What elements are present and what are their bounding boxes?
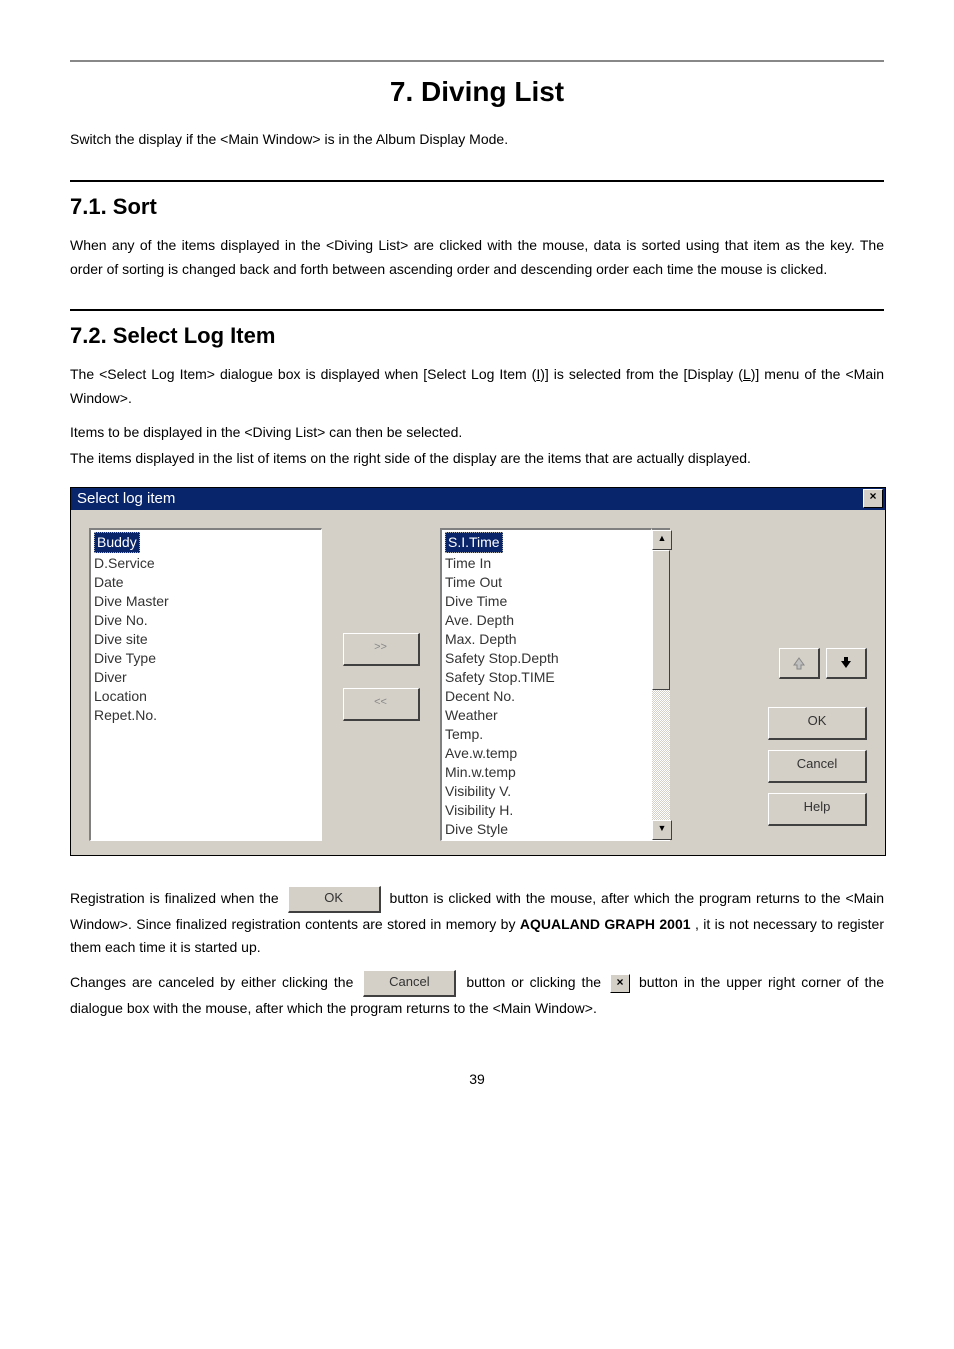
- list-item[interactable]: Ave.w.temp: [445, 745, 517, 761]
- menu-key-l: L: [743, 366, 751, 382]
- footer-para2: Changes are canceled by either clicking …: [70, 970, 884, 1021]
- inline-close-icon: ×: [610, 974, 630, 993]
- list-item-selected[interactable]: Buddy: [94, 532, 140, 553]
- list-item[interactable]: Dive No.: [94, 612, 148, 628]
- dialog-title: Select log item: [77, 490, 175, 507]
- list-item[interactable]: Safety Stop.TIME: [445, 669, 555, 685]
- list-item[interactable]: Temp.: [445, 726, 483, 742]
- select-heading: 7.2. Select Log Item: [70, 323, 884, 349]
- scroll-down-icon[interactable]: ▼: [652, 820, 672, 840]
- list-item[interactable]: Dive Time: [445, 593, 507, 609]
- dialog-titlebar: Select log item ×: [71, 488, 885, 510]
- list-item[interactable]: Dive site: [94, 631, 148, 647]
- list-item[interactable]: Time Out: [445, 574, 502, 590]
- transfer-buttons: >> <<: [336, 633, 426, 721]
- sort-heading: 7.1. Sort: [70, 194, 884, 220]
- add-button[interactable]: >>: [343, 633, 420, 666]
- arrow-up-icon: [792, 656, 806, 670]
- page-title: 7. Diving List: [70, 76, 884, 108]
- list-item[interactable]: Ave. Depth: [445, 612, 514, 628]
- selected-items-content: S.I.Time Time In Time Out Dive Time Ave.…: [442, 530, 651, 841]
- move-down-button[interactable]: [826, 648, 867, 679]
- select-para1-mid: )] is selected from the [Display (: [540, 366, 743, 382]
- list-item[interactable]: Weather: [445, 707, 498, 723]
- arrow-down-icon: [839, 656, 853, 670]
- scroll-up-icon[interactable]: ▲: [652, 530, 672, 550]
- move-up-button[interactable]: [779, 648, 820, 679]
- list-item[interactable]: Visibility H.: [445, 802, 513, 818]
- list-item[interactable]: Dive Master: [94, 593, 169, 609]
- select-para1: The <Select Log Item> dialogue box is di…: [70, 363, 884, 411]
- intro-text: Switch the display if the <Main Window> …: [70, 128, 884, 152]
- select-para3: The items displayed in the list of items…: [70, 447, 884, 471]
- selected-items-list[interactable]: S.I.Time Time In Time Out Dive Time Ave.…: [440, 528, 652, 841]
- scroll-thumb[interactable]: [652, 550, 670, 690]
- list-item[interactable]: Min.w.temp: [445, 764, 516, 780]
- footer-p2-b: button or clicking the: [466, 974, 607, 990]
- list-item[interactable]: Repet.No.: [94, 707, 157, 723]
- select-para2: Items to be displayed in the <Diving Lis…: [70, 421, 884, 445]
- list-item[interactable]: D.Service: [94, 555, 155, 571]
- page-number: 39: [70, 1071, 884, 1087]
- section-rule-1: [70, 180, 884, 182]
- select-para1-pre: The <Select Log Item> dialogue box is di…: [70, 366, 536, 382]
- available-items-content: Buddy D.Service Date Dive Master Dive No…: [91, 530, 321, 726]
- list-item[interactable]: Safety Stop.Depth: [445, 650, 559, 666]
- selected-list-wrap: S.I.Time Time In Time Out Dive Time Ave.…: [440, 528, 670, 841]
- select-log-item-dialog: Select log item × Buddy D.Service Date D…: [70, 487, 886, 856]
- remove-button[interactable]: <<: [343, 688, 420, 721]
- scroll-track[interactable]: [652, 690, 670, 820]
- close-icon[interactable]: ×: [863, 489, 883, 508]
- available-items-list[interactable]: Buddy D.Service Date Dive Master Dive No…: [89, 528, 322, 841]
- dialog-actions: OK Cancel Help: [684, 528, 867, 826]
- scrollbar[interactable]: ▲ ▼: [652, 528, 670, 841]
- reorder-buttons: [779, 648, 867, 679]
- section-rule-2: [70, 309, 884, 311]
- inline-ok-button: OK: [288, 886, 381, 913]
- dialog-body: Buddy D.Service Date Dive Master Dive No…: [71, 510, 885, 855]
- ok-button[interactable]: OK: [768, 707, 867, 740]
- list-item[interactable]: Visibility V.: [445, 783, 511, 799]
- sort-body: When any of the items displayed in the <…: [70, 234, 884, 282]
- list-item[interactable]: Dive Style: [445, 821, 508, 837]
- cancel-button[interactable]: Cancel: [768, 750, 867, 783]
- help-button[interactable]: Help: [768, 793, 867, 826]
- list-item[interactable]: Date: [94, 574, 124, 590]
- list-item[interactable]: Time In: [445, 555, 491, 571]
- footer-para1: Registration is finalized when the OK bu…: [70, 886, 884, 961]
- page-top-rule: [70, 60, 884, 62]
- inline-cancel-button: Cancel: [363, 970, 456, 997]
- list-item[interactable]: Max. Depth: [445, 631, 517, 647]
- list-item-selected[interactable]: S.I.Time: [445, 532, 503, 553]
- footer-p2-a: Changes are canceled by either clicking …: [70, 974, 359, 990]
- list-item[interactable]: Decent No.: [445, 688, 515, 704]
- footer-p1-a: Registration is finalized when the: [70, 890, 284, 906]
- list-item[interactable]: Diver: [94, 669, 127, 685]
- list-item[interactable]: Water Body: [445, 840, 518, 841]
- list-item[interactable]: Location: [94, 688, 147, 704]
- list-item[interactable]: Dive Type: [94, 650, 156, 666]
- product-name: AQUALAND GRAPH 2001: [520, 916, 691, 932]
